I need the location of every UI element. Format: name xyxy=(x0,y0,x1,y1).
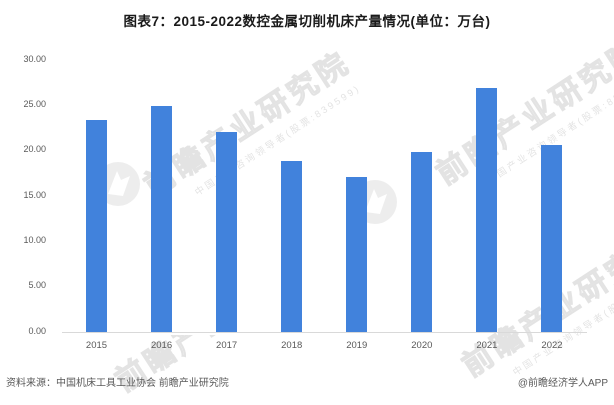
bar-2017 xyxy=(216,131,238,332)
bar-2019 xyxy=(346,176,368,332)
y-tick-label: 15.00 xyxy=(23,189,46,200)
x-axis-line xyxy=(62,332,587,333)
footer: 资料来源：中国机床工具工业协会 前瞻产业研究院 @前瞻经济学人APP xyxy=(0,374,614,389)
y-tick-label: 5.00 xyxy=(28,280,46,291)
x-label-2015: 2015 xyxy=(85,340,108,351)
bar-2016 xyxy=(151,106,173,332)
x-label-2017: 2017 xyxy=(216,340,238,351)
x-label-2018: 2018 xyxy=(281,340,303,351)
y-tick-label: 30.00 xyxy=(23,53,46,64)
credit-text: @前瞻经济学人APP xyxy=(517,378,608,389)
y-tick-label: 20.00 xyxy=(23,144,46,155)
bar-2021 xyxy=(476,88,498,332)
bar-2020 xyxy=(411,152,433,332)
y-tick-label: 10.00 xyxy=(23,234,46,245)
x-label-2019: 2019 xyxy=(346,340,368,351)
x-label-2016: 2016 xyxy=(150,340,173,351)
source-text: 资料来源：中国机床工具工业协会 前瞻产业研究院 xyxy=(6,378,229,389)
y-tick-label: 0.00 xyxy=(28,325,46,336)
chart-title: 图表7：2015-2022数控金属切削机床产量情况(单位：万台) xyxy=(123,14,491,29)
watermark-text: 前瞻产业研究院 中国产业咨询领导者(股票:839599) xyxy=(426,26,614,207)
bar-2015 xyxy=(86,119,107,332)
y-tick-label: 25.00 xyxy=(23,98,46,109)
x-label-2020: 2020 xyxy=(411,340,433,351)
bar-2022 xyxy=(541,145,563,332)
x-label-2021: 2021 xyxy=(476,340,498,351)
watermark-brand: 前瞻产业研究院 xyxy=(430,33,614,192)
x-label-2022: 2022 xyxy=(541,340,563,351)
bar-2018 xyxy=(281,160,303,332)
